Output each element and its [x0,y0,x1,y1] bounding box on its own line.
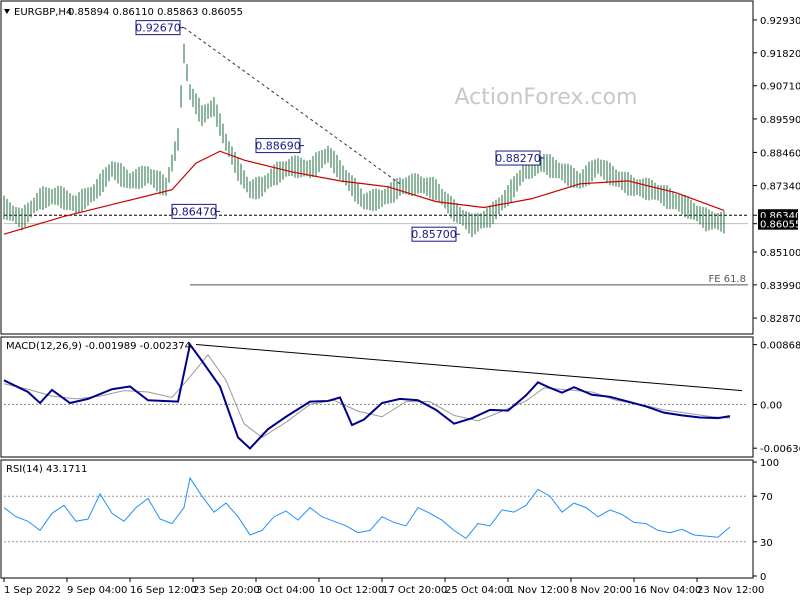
price-y-tick-label: 0.91820 [760,49,800,60]
x-axis-tick-label: 17 Oct 20:00 [382,585,447,596]
annotation-label: 0.88270 [495,152,541,165]
annotation-label: 0.88690 [255,140,301,153]
annotation-label: 0.92670 [135,22,181,35]
x-axis-tick-label: 3 Oct 04:00 [256,585,315,596]
price-y-tick-label: 0.89590 [760,115,800,126]
price-layer: FE 61.8 0.92670 0.88690 0.86470 0.85700 0.882… [3,20,748,286]
collapse-triangle-icon[interactable] [4,9,10,14]
rsi-title: RSI(14) 43.1711 [6,464,87,475]
price-y-tick-label: 0.90710 [760,82,800,93]
x-axis-tick-label: 8 Nov 20:00 [571,585,632,596]
macd-layer [3,342,748,450]
price-y-tick-label: 0.85100 [760,248,800,259]
price-y-tick-label: 0.88460 [760,148,800,159]
watermark-text: ActionForex.com [455,85,638,110]
price-y-tick-label: 0.82870 [760,314,800,325]
rsi-y-tick-label: 70 [760,492,773,503]
macd-title: MACD(12,26,9) -0.001989 -0.002374 [6,341,191,352]
macd-panel-frame [0,336,754,458]
price-y-tick-label: 0.87340 [760,182,800,193]
x-axis-tick-label: 10 Oct 12:00 [319,585,384,596]
price-trendline [183,27,401,185]
price-y-tick-label: 0.92930 [760,16,800,27]
price-y-tick-label: 0.83990 [760,281,800,292]
x-axis-tick-label: 23 Nov 12:00 [697,585,764,596]
price-panel-frame [0,0,754,335]
x-axis-tick-label: 23 Sep 20:00 [193,585,260,596]
macd-y-tick-label: -0.006366 [760,444,800,455]
annotation-label: 0.85700 [411,228,457,241]
rsi-line [3,476,731,540]
macd-trendline [195,344,743,392]
rsi-panel-frame [0,459,754,579]
ohlc-values: 0.85894 0.86110 0.85863 0.86055 [68,7,243,18]
rsi-y-tick-label: 0 [760,572,766,583]
rsi-y-tick-label: 30 [760,538,773,549]
rsi-layer [3,476,748,543]
x-axis-tick-label: 1 Sep 2022 [4,585,61,596]
x-axis-tick-label: 1 Nov 12:00 [508,585,569,596]
moving-average-line [3,150,725,235]
annotation-label: 0.86470 [171,205,217,218]
macd-y-tick-label: 0.00 [760,400,782,411]
fe-level-label: FE 61.8 [708,274,746,285]
axes-layer: 0.92930 0.91820 0.90710 0.89590 0.88460 0.873… [3,16,800,596]
macd-main-line [3,342,731,450]
macd-y-tick-label: 0.008686 [760,341,800,352]
x-axis-tick-label: 9 Sep 04:00 [67,585,127,596]
price-y-tick-label: 0.86340 [760,211,800,222]
rsi-y-tick-label: 100 [760,458,779,469]
x-axis-tick-label: 16 Nov 04:00 [634,585,701,596]
x-axis-tick-label: 25 Oct 04:00 [445,585,510,596]
x-axis-tick-label: 16 Sep 12:00 [130,585,197,596]
price-y-tick-highlight [758,217,798,230]
price-y-tick-label: 0.86055 [760,220,800,231]
symbol-label: EURGBP,H4 [14,7,72,18]
